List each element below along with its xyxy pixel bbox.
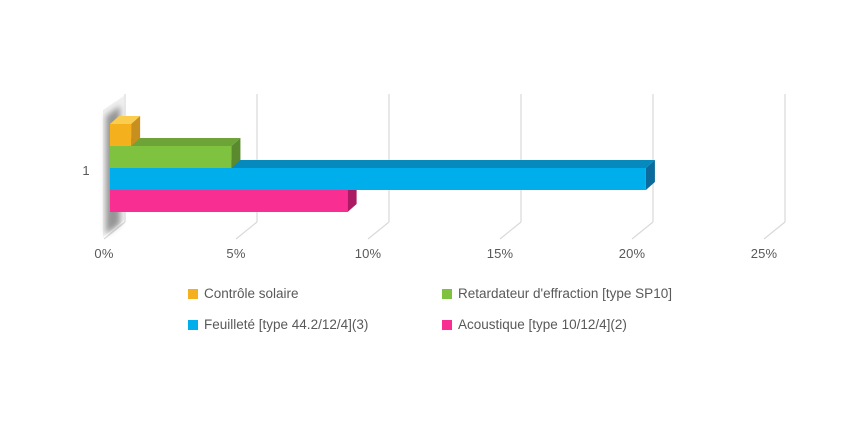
bar-top-face [110, 138, 241, 146]
gridlines [103, 94, 786, 240]
legend-label: Contrôle solaire [204, 286, 299, 301]
legend-item[interactable]: Feuilleté [type 44.2/12/4](3) [188, 317, 368, 332]
bar-series-2[interactable] [110, 160, 655, 190]
bar-chart-plot [103, 94, 786, 240]
gridline-floor-edge [367, 221, 390, 240]
legend-label: Acoustique [type 10/12/4](2) [458, 317, 627, 332]
bar-side-face [231, 138, 241, 168]
x-tick-label: 0% [94, 246, 114, 261]
gridline-floor-edge [499, 221, 522, 240]
x-tick-label: 15% [486, 246, 514, 261]
gridline-floor-edge [235, 221, 258, 240]
legend-label: Retardateur d'effraction [type SP10] [458, 286, 672, 301]
legend-swatch [442, 319, 452, 330]
x-tick-label: 10% [354, 246, 382, 261]
bar-front-face [110, 190, 348, 212]
bar-front-face [110, 168, 646, 190]
y-axis-category-label: 1 [82, 163, 90, 178]
gridline-floor-edge [631, 221, 654, 240]
bar-series-1[interactable] [110, 138, 241, 168]
legend-label: Feuilleté [type 44.2/12/4](3) [204, 317, 369, 332]
legend-item[interactable]: Acoustique [type 10/12/4](2) [442, 317, 627, 332]
legend-swatch [188, 288, 198, 299]
bar-front-face [110, 146, 232, 168]
bar-series-0[interactable] [110, 116, 141, 146]
bar-side-face [645, 160, 655, 190]
x-tick-label: 25% [750, 246, 778, 261]
bar-front-face [110, 124, 132, 146]
x-tick-label: 20% [618, 246, 646, 261]
bar-side-face [131, 116, 141, 146]
legend-swatch [442, 288, 452, 299]
legend-swatch [188, 319, 198, 330]
x-tick-label: 5% [226, 246, 246, 261]
bar-top-face [110, 160, 655, 168]
gridline-floor-edge [763, 221, 786, 240]
bar-top-face [110, 116, 141, 124]
legend-item[interactable]: Retardateur d'effraction [type SP10] [442, 286, 672, 301]
gridline-floor-edge [103, 221, 126, 240]
legend-item[interactable]: Contrôle solaire [188, 286, 299, 301]
